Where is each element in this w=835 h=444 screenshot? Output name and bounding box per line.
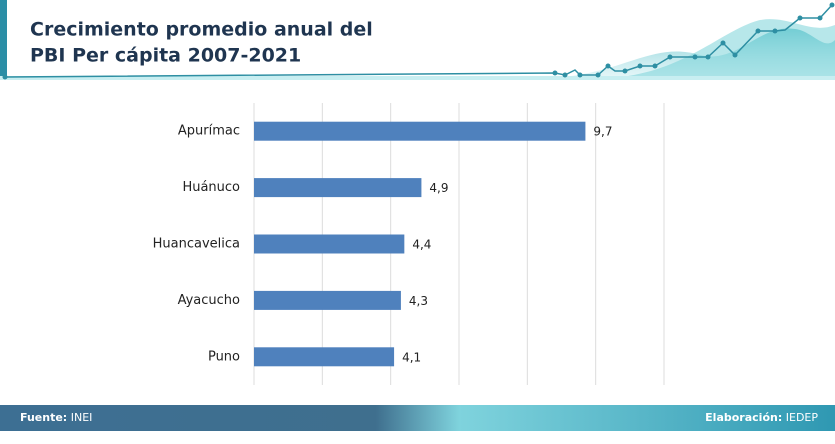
value-label: 9,7 xyxy=(593,125,612,139)
bar xyxy=(254,121,586,141)
value-label: 4,9 xyxy=(429,181,448,195)
header-accent xyxy=(0,0,7,76)
y-tick-label: Huánuco xyxy=(182,180,240,195)
bar xyxy=(254,178,422,198)
y-tick-label: Puno xyxy=(208,349,240,364)
chart-title: PBI Per cápita 2007-2021 xyxy=(30,45,301,67)
y-tick-label: Huancavelica xyxy=(153,237,240,252)
source: INEI xyxy=(71,411,93,424)
header-rule xyxy=(0,76,835,80)
value-label: 4,3 xyxy=(409,294,428,308)
source-label: Fuente: xyxy=(20,411,67,424)
header-dots xyxy=(2,2,835,80)
chart-title: Crecimiento promedio anual del xyxy=(30,19,373,41)
y-tick-label: Ayacucho xyxy=(178,293,240,308)
footer-credit: Elaboración: IEDEP xyxy=(705,411,818,424)
value-label: 4,1 xyxy=(402,350,421,364)
credit: IEDEP xyxy=(786,411,819,424)
bar xyxy=(254,234,405,254)
credit-label: Elaboración: xyxy=(705,411,782,424)
footer-band xyxy=(0,405,835,431)
bar xyxy=(254,347,395,367)
value-label: 4,4 xyxy=(412,238,431,252)
bar xyxy=(254,290,401,310)
y-tick-label: Apurímac xyxy=(178,124,240,139)
footer-source: Fuente: INEI xyxy=(20,411,92,424)
